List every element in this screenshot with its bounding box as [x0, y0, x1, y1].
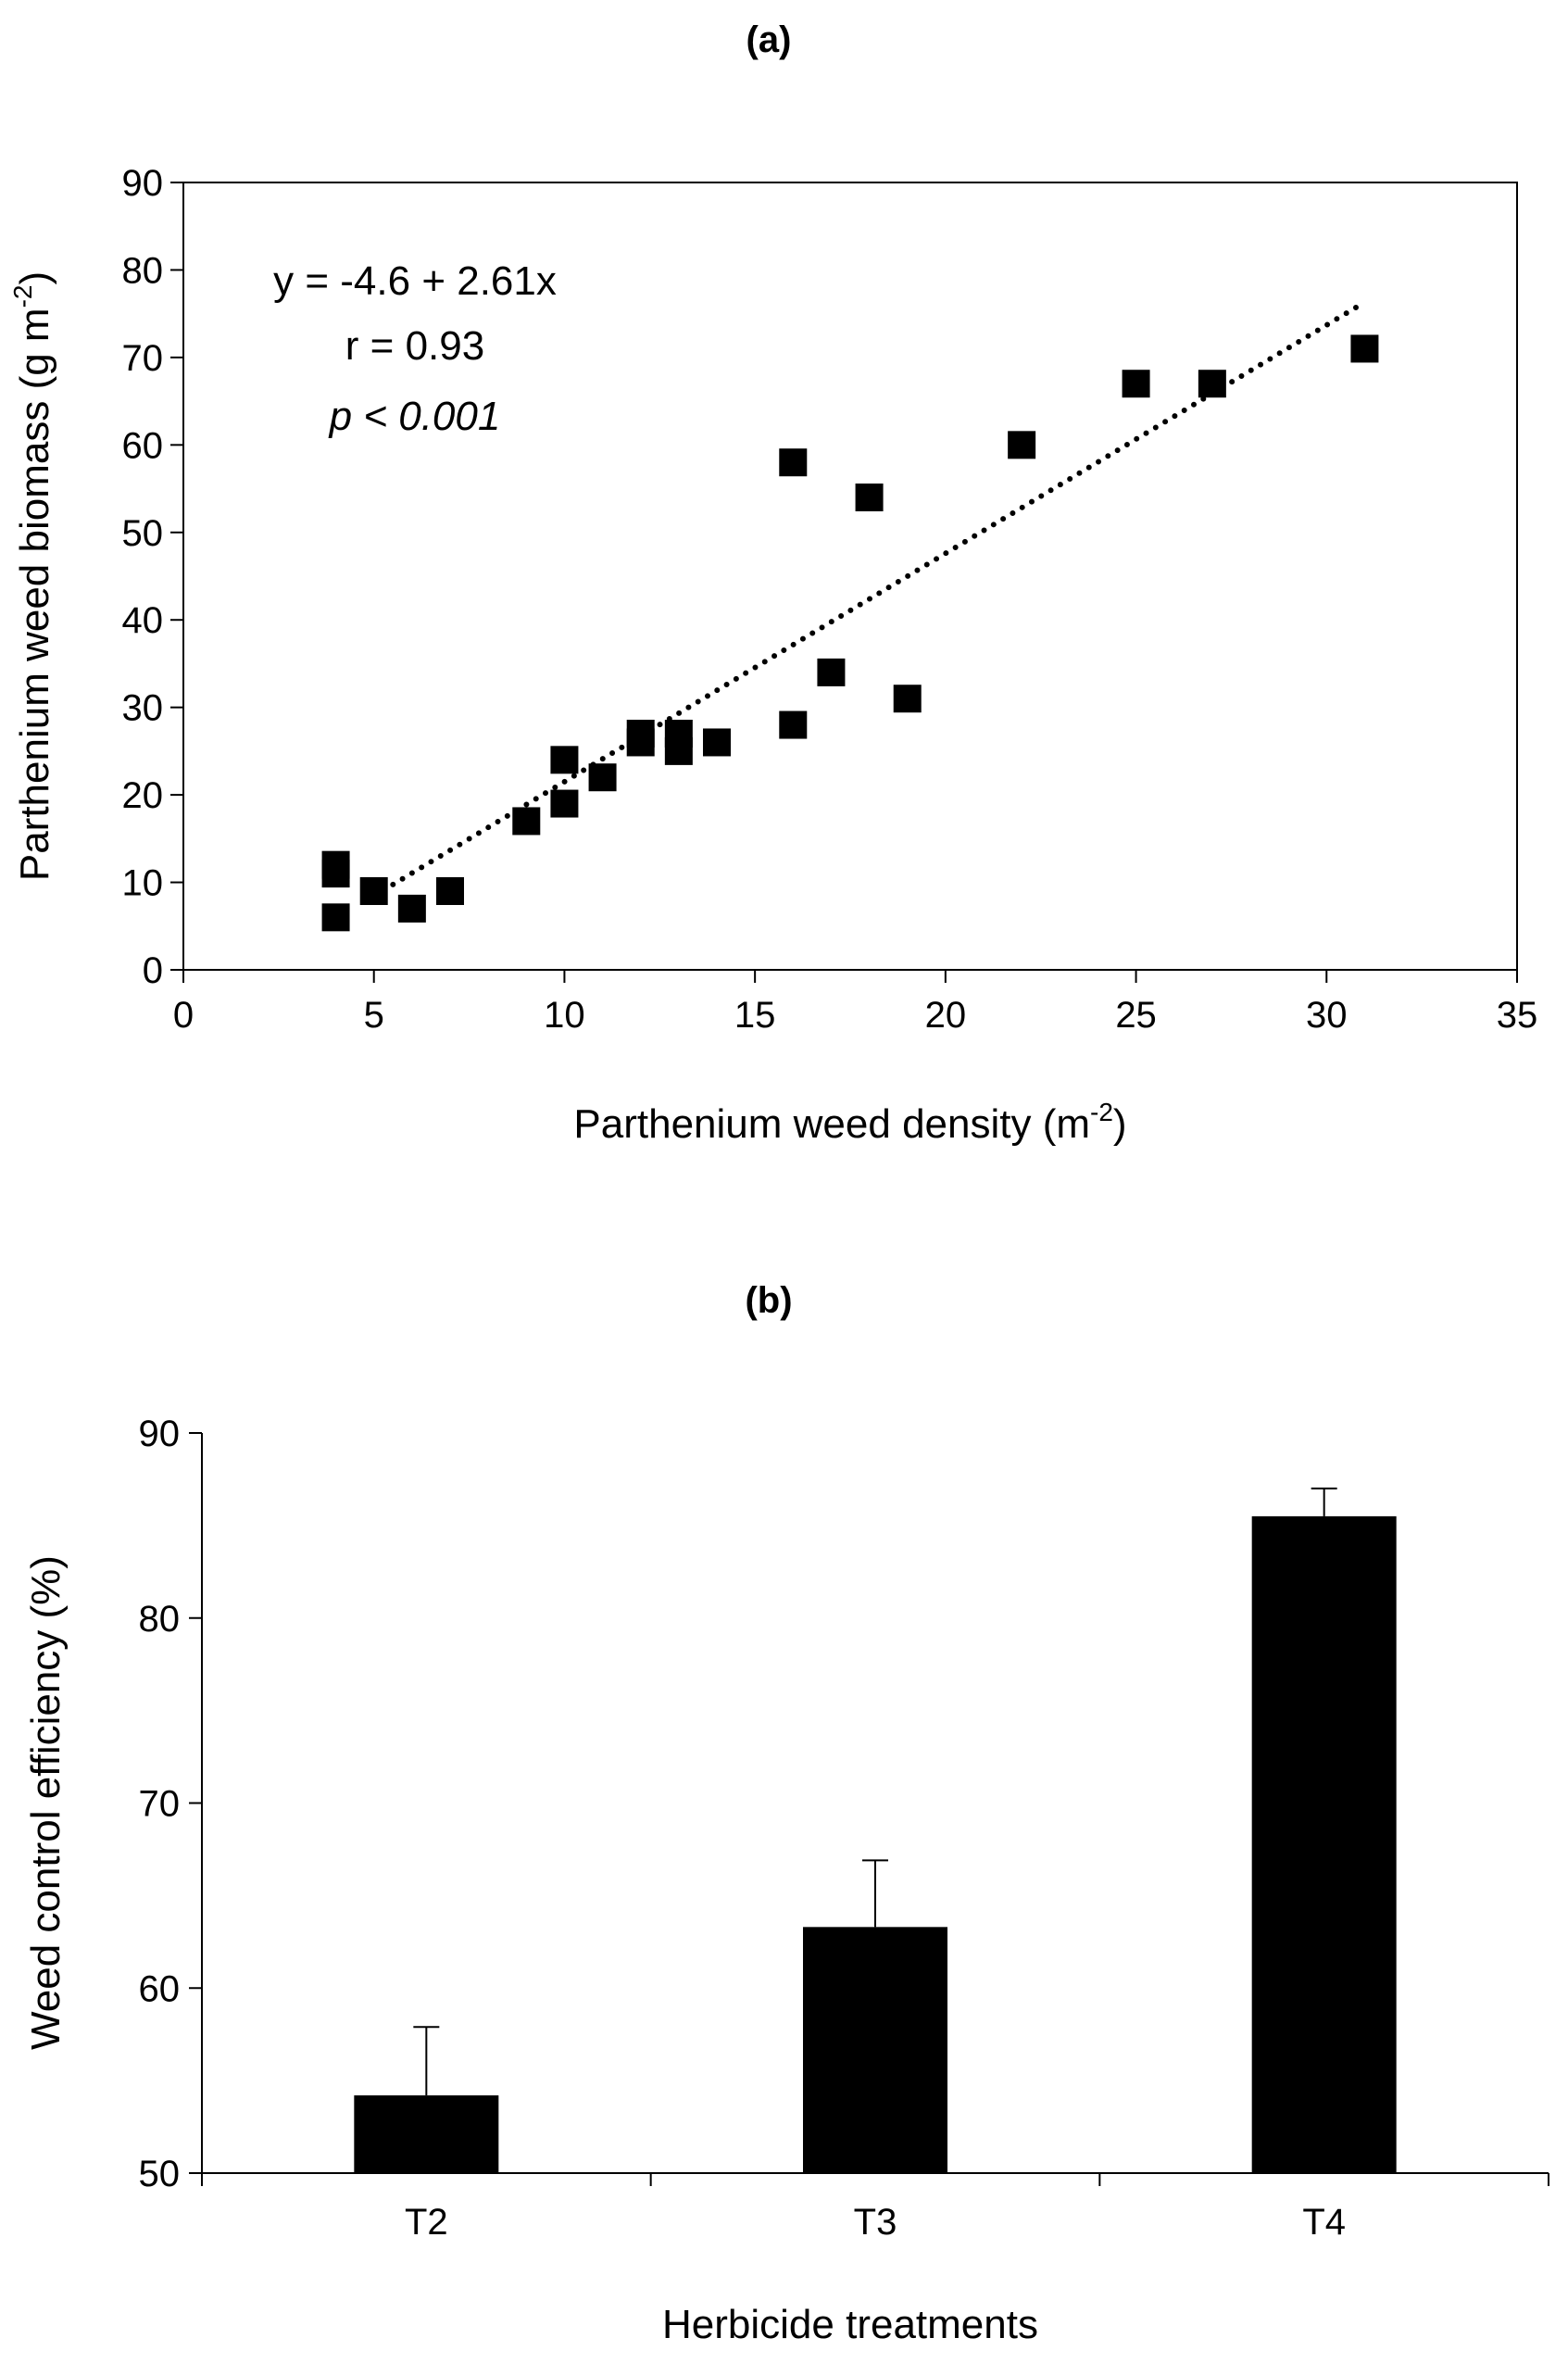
p-value: p < 0.001 [328, 394, 501, 439]
bar-category-label: T3 [854, 2202, 897, 2243]
scatter-point [321, 903, 350, 932]
scatter-plot-area [182, 182, 1518, 971]
scatter-x-tick-label: 35 [1497, 995, 1538, 1036]
scatter-y-tick-label: 60 [122, 425, 164, 466]
scatter-x-tick-label: 25 [1115, 995, 1157, 1036]
scatter-point [779, 448, 808, 477]
scatter-point [550, 746, 579, 774]
scatter-x-tick-label: 10 [544, 995, 585, 1036]
bar-y-tick-label: 60 [139, 1968, 181, 2009]
scatter-y-tick-label: 70 [122, 338, 164, 379]
scatter-y-tick-label: 50 [122, 513, 164, 554]
scatter-y-tick-label: 40 [122, 600, 164, 641]
scatter-point [512, 807, 541, 836]
bar-chart-panel: (b) 50 60 70 80 90 T2 T3 T4 Herbicide treatmen… [23, 1280, 1549, 2347]
scatter-points [321, 334, 1379, 932]
scatter-y-tick-label: 10 [122, 863, 164, 904]
scatter-point [397, 894, 426, 923]
scatter-point [893, 685, 922, 713]
scatter-point [436, 877, 464, 905]
scatter-y-axis-title-main: Parthenium weed biomass (g m [12, 308, 57, 881]
scatter-point [1008, 431, 1036, 459]
bar-y-tick-label: 90 [139, 1414, 181, 1454]
scatter-point [779, 710, 808, 739]
scatter-x-tick-label: 20 [925, 995, 967, 1036]
bar-category-label: T4 [1302, 2202, 1346, 2243]
scatter-x-tick-label: 5 [364, 995, 384, 1036]
scatter-trendline [370, 299, 1368, 899]
bar-y-tick-label: 50 [139, 2154, 181, 2194]
scatter-y-axis-title-end: ) [12, 271, 57, 285]
correlation-coefficient: r = 0.93 [345, 323, 484, 369]
scatter-x-tick-label: 0 [173, 995, 194, 1036]
scatter-y-axis-title: Parthenium weed biomass (g m-2) [8, 271, 57, 881]
scatter-point [550, 789, 579, 818]
scatter-y-tick-label: 30 [122, 688, 164, 729]
bar-x-ticks: T2 T3 T4 [201, 2173, 1549, 2243]
scatter-point [1198, 370, 1226, 398]
scatter-point [703, 728, 731, 757]
scatter-plot-frame [182, 182, 1518, 971]
scatter-point [359, 877, 388, 905]
scatter-point [1350, 334, 1379, 363]
bars [354, 1487, 1397, 2173]
bar-x-axis-title: Herbicide treatments [662, 2302, 1038, 2347]
bar-y-axis-title: Weed control efficiency (%) [23, 1555, 69, 2050]
scatter-x-axis-title: Parthenium weed density (m-2) [573, 1098, 1126, 1147]
scatter-point [855, 484, 884, 511]
scatter-point [1122, 370, 1150, 398]
scatter-point [817, 658, 846, 686]
scatter-point [664, 720, 693, 748]
scatter-trendline-group [370, 299, 1368, 899]
scatter-point [588, 763, 617, 792]
bar [1251, 1515, 1397, 2173]
bar [354, 2095, 499, 2173]
bar [803, 1927, 947, 2173]
scatter-y-axis-title-superscript: -2 [8, 285, 37, 308]
scatter-y-tick-label: 80 [122, 250, 164, 291]
bar-y-tick-label: 70 [139, 1784, 181, 1825]
scatter-chart-panel: (a) 0 10 20 30 40 50 60 70 80 90 0 5 10 15 20 25 30 35 y… [8, 19, 1537, 1147]
panel-a-label: (a) [746, 19, 792, 60]
scatter-x-tick-label: 15 [734, 995, 776, 1036]
scatter-x-ticks: 0 5 10 15 20 25 30 35 [173, 970, 1537, 1036]
scatter-y-ticks: 0 10 20 30 40 50 60 70 80 90 [122, 163, 183, 991]
scatter-y-tick-label: 90 [122, 163, 164, 204]
scatter-x-axis-title-end: ) [1113, 1101, 1127, 1147]
scatter-x-tick-label: 30 [1306, 995, 1348, 1036]
regression-equation: y = -4.6 + 2.61x [273, 258, 557, 304]
scatter-point [626, 720, 655, 748]
bar-category-label: T2 [405, 2202, 448, 2243]
scatter-point [321, 850, 350, 879]
scatter-y-tick-label: 0 [143, 950, 163, 991]
bar-y-tick-label: 80 [139, 1599, 181, 1640]
panel-b-label: (b) [745, 1280, 792, 1321]
bar-y-ticks: 50 60 70 80 90 [139, 1414, 202, 2194]
scatter-x-axis-title-superscript: -2 [1090, 1098, 1113, 1126]
scatter-y-tick-label: 20 [122, 775, 164, 816]
scatter-x-axis-title-main: Parthenium weed density (m [573, 1101, 1090, 1147]
